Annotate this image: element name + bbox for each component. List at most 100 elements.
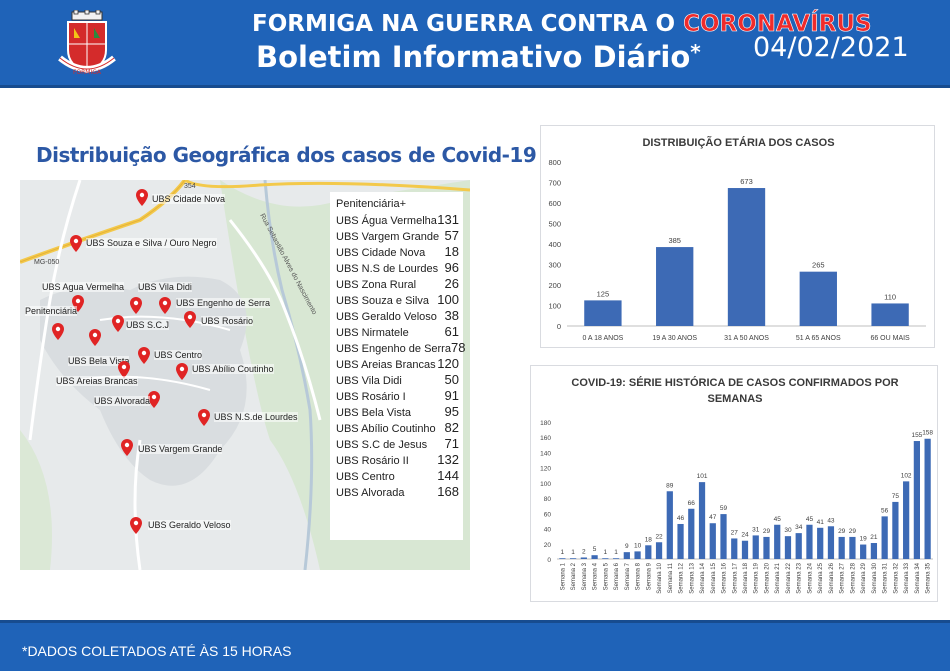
footer-note: *DADOS COLETADOS ATÉ ÀS 15 HORAS [22, 643, 292, 659]
ubs-name: UBS Vargem Grande [336, 231, 440, 243]
bar-value-label: 89 [666, 482, 674, 489]
x-tick-label: 51 A 65 ANOS [796, 335, 841, 342]
map-pin-icon [118, 361, 130, 378]
bar [666, 491, 673, 559]
x-tick-label: Semana 25 [818, 562, 824, 593]
bar-value-label: 18 [645, 536, 653, 543]
map-marker-label: UBS Vargem Grande [138, 444, 223, 454]
x-tick-label: Semana 12 [679, 562, 685, 593]
map-marker-label: UBS Geraldo Veloso [148, 520, 231, 530]
map-marker-label: UBS Engenho de Serra [176, 298, 271, 308]
ubs-name: UBS Rosário II [336, 455, 409, 467]
bar [870, 543, 878, 559]
ubs-name: UBS Bela Vista [336, 407, 412, 419]
ubs-case-count: 61 [444, 324, 459, 339]
map-pin-icon [198, 409, 210, 426]
bulletin-date: 04/02/2021 [753, 32, 909, 63]
y-tick-label: 80 [544, 496, 552, 503]
bar-value-label: 110 [884, 292, 896, 301]
header-banner: FORMIGA FORMIGA NA GUERRA CONTRA O CORON… [0, 0, 950, 88]
ubs-name: UBS Areias Brancas [336, 359, 436, 371]
bar [655, 542, 663, 559]
ubs-case-count: 38 [444, 308, 459, 323]
bar [871, 303, 909, 326]
ubs-name: UBS Rosário I [336, 391, 406, 403]
bar-value-label: 31 [752, 526, 760, 533]
bar-value-label: 56 [881, 507, 889, 514]
ubs-list-row: UBS Rosário I 91 [336, 388, 459, 404]
x-tick-label: Semana 31 [883, 562, 889, 593]
ubs-list-row: UBS S.C de Jesus 71 [336, 436, 459, 452]
x-tick-label: 66 OU MAIS [870, 335, 910, 342]
ubs-list-row: UBS Vila Didi 50 [336, 372, 459, 388]
bar-value-label: 1 [604, 549, 608, 556]
bar-value-label: 22 [655, 533, 663, 540]
bar [924, 438, 931, 559]
ubs-case-list: Penitenciária+ UBS Água Vermelha 131 UBS V… [330, 192, 465, 540]
map-marker-label: UBS Souza e Silva / Ouro Negro [86, 238, 217, 248]
bar [688, 508, 695, 559]
age-distribution-chart: DISTRIBUIÇÃO ETÁRIA DOS CASOS 0 100 200 300… [540, 125, 935, 348]
bar [827, 526, 835, 559]
bar [795, 533, 802, 559]
y-tick-label: 160 [540, 435, 551, 442]
map-marker-label: UBS Abílio Coutinho [192, 364, 274, 374]
y-tick-label: 20 [544, 542, 552, 549]
campaign-title-highlight: CORONAVÍRUS [683, 11, 872, 38]
map-marker-label: UBS S.C.J [126, 320, 170, 330]
ubs-rows: UBS Água Vermelha 131 UBS Vargem Grande 57 U… [336, 212, 465, 500]
ubs-name: UBS Alvorada [336, 487, 405, 499]
ubs-case-count: 120 [437, 356, 459, 371]
x-tick-label: Semana 26 [829, 562, 835, 593]
x-tick-label: Semana 14 [700, 562, 706, 593]
map-pin-icon [52, 323, 64, 340]
bar [634, 551, 641, 559]
x-tick-label: Semana 2 [571, 562, 577, 590]
bar [584, 300, 622, 326]
bar-value-label: 66 [688, 500, 696, 507]
ubs-case-count: 96 [444, 260, 459, 275]
bar-value-label: 1 [614, 549, 618, 556]
x-tick-label: Semana 23 [797, 562, 803, 593]
ubs-list-row: UBS Rosário II 132 [336, 452, 459, 468]
y-tick-label: 100 [540, 481, 551, 488]
map-marker-label: Penitenciária [25, 306, 78, 316]
ubs-list-row: UBS Cidade Nova 18 [336, 244, 459, 260]
map-pin-icon [176, 363, 188, 380]
crest-text: FORMIGA [73, 69, 102, 76]
bar [903, 481, 910, 559]
ubs-case-count: 71 [444, 436, 459, 451]
bar-value-label: 5 [593, 546, 597, 553]
ubs-case-count: 144 [437, 468, 459, 483]
ubs-list-row: UBS Bela Vista 95 [336, 404, 459, 420]
bar [752, 535, 759, 559]
y-tick-label: 0 [557, 322, 561, 331]
map-pin-icon [70, 235, 82, 252]
ubs-case-count: 100 [437, 292, 459, 307]
map-pin-icon [138, 347, 150, 364]
bar-value-label: 9 [625, 543, 629, 550]
map-marker-label: UBS Cidade Nova [152, 194, 226, 204]
bar [602, 558, 609, 559]
ubs-name: UBS Souza e Silva [336, 295, 429, 307]
ubs-list-row: UBS Vargem Grande 57 [336, 228, 459, 244]
ubs-case-count: 26 [444, 276, 459, 291]
ubs-list-row: UBS Engenho de Serra 78 [336, 340, 465, 356]
map-marker-label: UBS N.S.de Lourdes [214, 412, 298, 422]
bar-value-label: 155 [911, 432, 922, 439]
ubs-name: UBS Zona Rural [336, 279, 417, 291]
ubs-case-count: 78 [450, 340, 466, 355]
ubs-name: UBS Vila Didi [336, 375, 402, 387]
bar [799, 271, 837, 326]
ubs-list-row: UBS Geraldo Veloso 38 [336, 308, 459, 324]
ubs-case-count: 82 [444, 420, 459, 435]
bar-value-label: 10 [634, 542, 642, 549]
map-pin-icon [130, 517, 142, 534]
ubs-list-row: UBS Zona Rural 26 [336, 276, 459, 292]
ubs-case-count: 95 [444, 404, 459, 419]
bar-value-label: 75 [892, 493, 900, 500]
ubs-name: UBS Água Vermelha [336, 215, 437, 227]
x-tick-label: Semana 16 [722, 562, 728, 593]
map-marker-label: UBS Centro [154, 350, 203, 360]
